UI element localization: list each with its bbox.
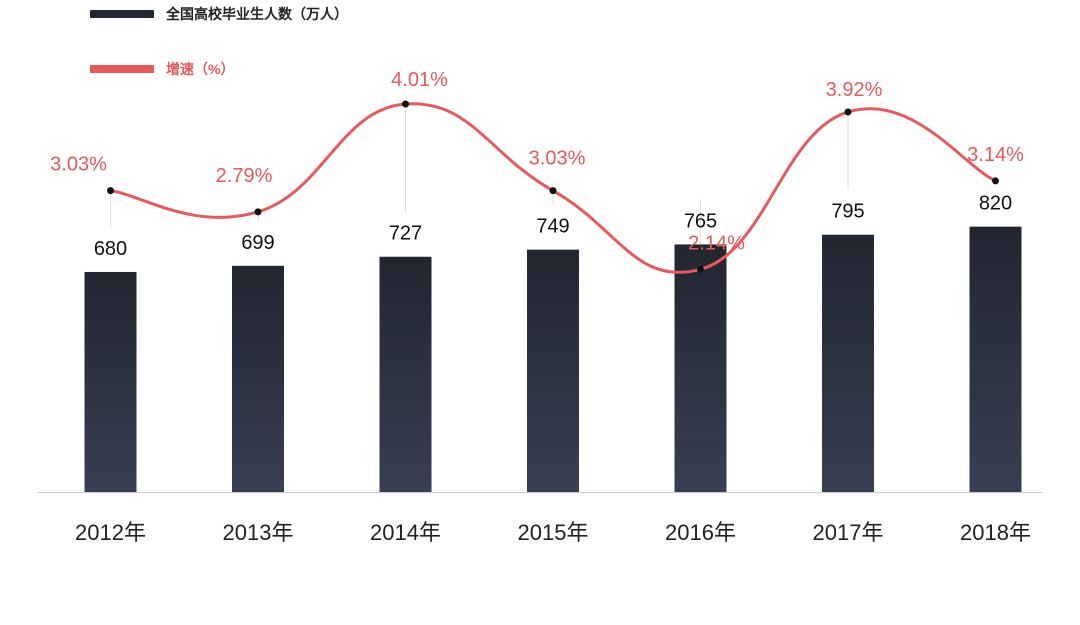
bar-2017年 [822,234,874,492]
bar-value-label: 765 [684,210,717,232]
growth-point [107,187,114,195]
growth-value-label: 2.14% [688,232,745,254]
growth-point [992,177,999,185]
x-tick-label: 2016年 [665,520,736,545]
growth-value-label: 4.01% [391,69,448,91]
bar-2013年 [232,265,284,492]
legend-swatch-bar [90,10,154,18]
x-tick-label: 2013年 [223,520,294,545]
growth-point [549,187,557,195]
growth-value-label: 3.14% [967,144,1024,166]
x-tick-label: 2018年 [960,520,1031,545]
legend-item-graduates: 全国高校毕业生人数（万人） [90,4,348,24]
growth-value-label: 3.92% [826,79,883,101]
bar-value-label: 727 [389,223,422,245]
x-tick-label: 2017年 [813,520,884,545]
bar-2016年 [674,244,727,492]
x-tick-label: 2015年 [518,520,589,545]
bar-value-label: 820 [979,193,1012,215]
bar-2012年 [84,271,137,492]
x-tick-label: 2012年 [75,520,146,545]
bar-2014年 [379,256,432,492]
growth-point [402,100,409,108]
growth-value-label: 3.03% [529,148,586,170]
bar-value-label: 749 [536,216,569,238]
growth-point [697,265,704,273]
legend-item-growth: 增速（%） [90,59,234,79]
growth-point [844,108,852,116]
growth-point [254,208,262,216]
bar-value-label: 795 [831,201,864,223]
growth-value-label: 2.79% [216,165,273,187]
bar-2015年 [527,249,579,492]
bar-2018年 [969,226,1022,492]
legend-label-growth: 增速（%） [166,61,235,77]
growth-value-label: 3.03% [50,154,107,176]
x-tick-label: 2014年 [370,520,441,545]
bar-value-label: 680 [94,238,127,260]
legend-swatch-line [90,65,154,73]
legend-label-graduates: 全国高校毕业生人数（万人） [166,6,348,22]
bar-value-label: 699 [241,232,274,254]
